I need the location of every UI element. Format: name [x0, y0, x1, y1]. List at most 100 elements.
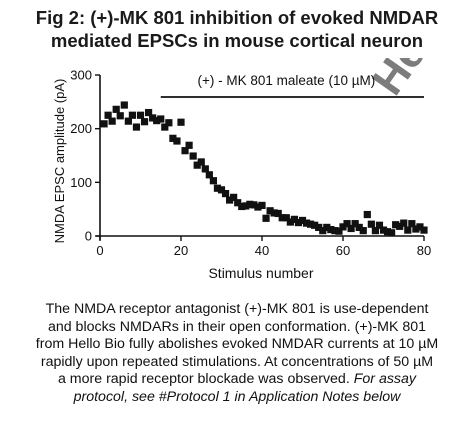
- data-point: [213, 184, 222, 192]
- figure-title-line-1: Fig 2: (+)-MK 801 inhibition of evoked N…: [35, 7, 439, 28]
- data-point: [234, 199, 242, 207]
- y-tick-label: 0: [85, 229, 92, 244]
- data-point: [104, 111, 112, 119]
- data-point: [185, 141, 193, 149]
- data-point: [124, 117, 132, 125]
- data-point: [400, 219, 408, 227]
- data-point: [404, 226, 412, 234]
- data-points: [100, 101, 428, 237]
- data-point: [254, 203, 262, 211]
- data-point: [302, 219, 311, 227]
- caption-line-2: and blocks NMDARs in their open conforma…: [47, 318, 427, 335]
- data-point: [371, 227, 379, 235]
- data-point: [408, 220, 416, 228]
- data-point: [266, 207, 274, 215]
- data-point: [347, 224, 355, 233]
- data-point: [388, 229, 396, 237]
- data-point: [250, 201, 258, 209]
- data-point: [181, 147, 189, 155]
- data-point: [132, 123, 141, 131]
- data-point: [238, 202, 246, 211]
- data-point: [112, 105, 120, 113]
- caption-line-1: The NMDA receptor antagonist (+)-MK 801 …: [45, 301, 429, 317]
- caption-italic-2: protocol, see #Protocol 1 in Application…: [73, 388, 401, 405]
- data-point: [189, 152, 197, 160]
- data-point: [351, 220, 359, 228]
- data-point: [375, 221, 384, 229]
- data-point: [343, 220, 351, 228]
- data-point: [323, 223, 331, 232]
- data-point: [230, 193, 238, 201]
- data-point: [294, 218, 303, 227]
- data-point: [197, 158, 205, 166]
- data-point: [298, 216, 307, 225]
- data-point: [153, 117, 161, 125]
- data-point: [359, 227, 367, 235]
- data-point: [412, 225, 420, 233]
- data-point: [116, 112, 124, 120]
- y-tick-label: 300: [70, 68, 92, 83]
- data-point: [367, 220, 375, 228]
- y-axis-ticks: 0 100 200 300: [70, 68, 100, 244]
- data-point: [136, 111, 145, 119]
- figure-title-line-2: mediated EPSCs in mouse cortical neuron: [50, 30, 424, 51]
- chart-axes: [96, 75, 424, 240]
- figure-title: Fig 2: (+)-MK 801 inhibition of evoked N…: [0, 6, 474, 52]
- data-point: [161, 123, 169, 131]
- data-point: [416, 223, 424, 231]
- data-point: [165, 119, 173, 127]
- data-point: [392, 221, 400, 229]
- data-point: [140, 118, 149, 126]
- data-point: [274, 209, 282, 218]
- data-point: [149, 114, 157, 122]
- caption-line-5-text: a more rapid receptor blockade was obser…: [57, 371, 350, 388]
- data-point: [335, 227, 343, 235]
- data-point: [311, 221, 319, 229]
- data-point: [331, 227, 339, 235]
- data-point: [355, 223, 363, 232]
- data-point: [246, 200, 254, 208]
- y-axis-label: NMDA EPSC amplitude (pA): [52, 79, 67, 244]
- x-tick-label: 80: [417, 243, 431, 258]
- caption-italic-1: For assay: [353, 371, 417, 388]
- data-point: [258, 201, 266, 210]
- data-point: [396, 222, 404, 230]
- data-point: [315, 223, 323, 232]
- data-point: [319, 227, 327, 235]
- data-point: [120, 101, 128, 109]
- x-tick-label: 40: [255, 243, 269, 258]
- data-point: [383, 228, 392, 236]
- y-tick-label: 200: [70, 121, 92, 136]
- data-point: [327, 225, 335, 234]
- x-tick-label: 60: [336, 243, 350, 258]
- figure-caption: The NMDA receptor antagonist (+)-MK 801 …: [8, 301, 466, 407]
- caption-line-4: rapidly upon repeated stimulations. At c…: [40, 353, 434, 370]
- x-tick-label: 20: [174, 243, 188, 258]
- data-point: [145, 108, 153, 117]
- data-point: [128, 111, 136, 119]
- data-point: [242, 202, 250, 210]
- data-point: [205, 171, 213, 179]
- data-point: [286, 218, 294, 226]
- data-point: [282, 214, 290, 222]
- y-tick-label: 100: [70, 175, 92, 190]
- x-axis-ticks: 0 20 40 60 80: [96, 236, 431, 258]
- data-point: [270, 209, 278, 217]
- x-tick-label: 0: [96, 243, 103, 258]
- data-point: [177, 118, 185, 126]
- data-point: [108, 117, 116, 125]
- data-point: [157, 115, 165, 123]
- data-point: [262, 214, 270, 222]
- data-point: [201, 165, 209, 173]
- data-point: [339, 223, 347, 231]
- data-point: [290, 215, 298, 223]
- data-point: [217, 186, 226, 194]
- treatment-annotation: (+) - MK 801 maleate (10 µM): [160, 73, 424, 98]
- data-point: [226, 196, 234, 204]
- data-point: [379, 226, 388, 234]
- data-point: [193, 161, 201, 169]
- treatment-label: (+) - MK 801 maleate (10 µM): [198, 73, 376, 88]
- data-point: [420, 226, 428, 234]
- data-point: [278, 214, 286, 222]
- data-point: [363, 210, 371, 219]
